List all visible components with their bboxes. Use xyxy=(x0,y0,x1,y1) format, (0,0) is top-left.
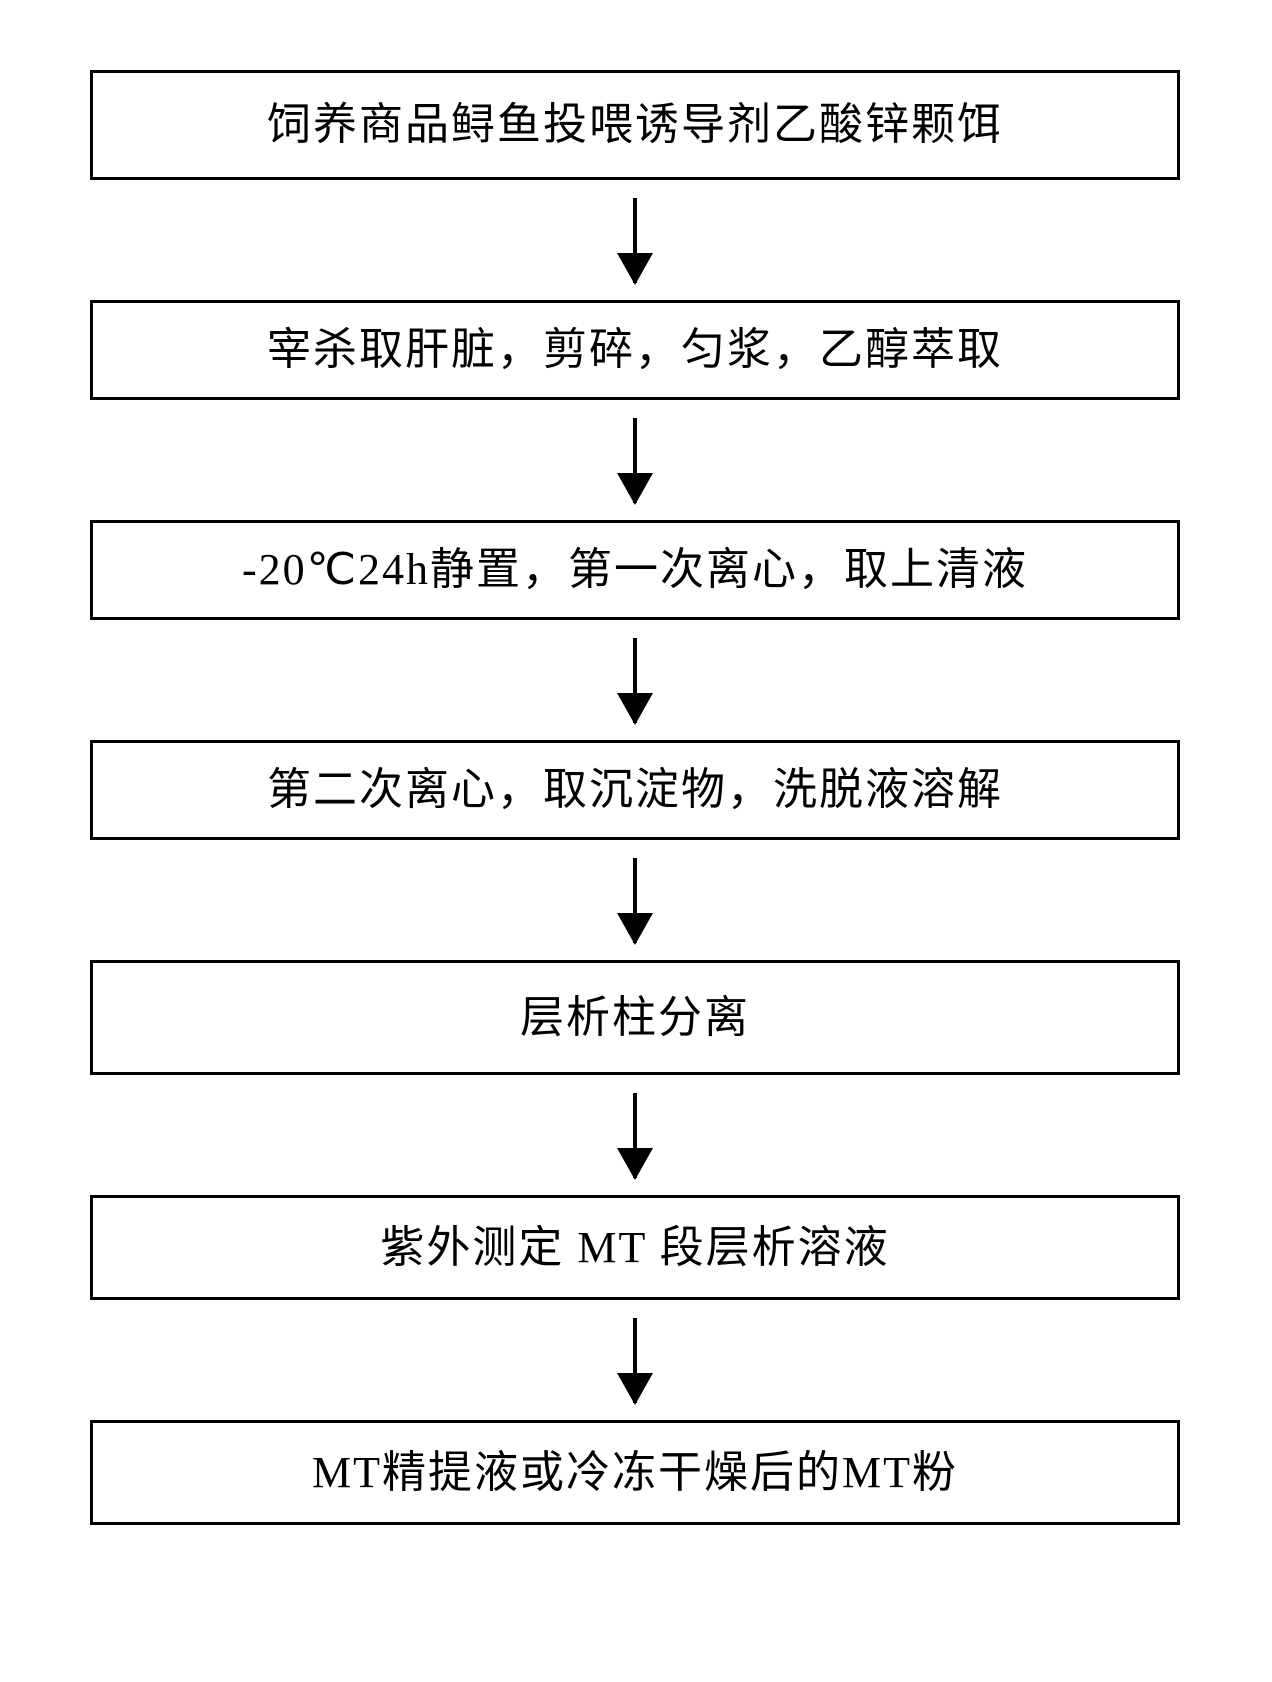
flow-step-1: 饲养商品鲟鱼投喂诱导剂乙酸锌颗饵 xyxy=(90,70,1180,180)
step-label: 层析柱分离 xyxy=(520,989,750,1046)
flowchart-container: 饲养商品鲟鱼投喂诱导剂乙酸锌颗饵 宰杀取肝脏，剪碎，匀浆，乙醇萃取 -20℃24… xyxy=(90,70,1180,1525)
arrow-connector xyxy=(90,620,1180,740)
arrow-head-icon xyxy=(617,693,653,725)
step-label: 紫外测定 MT 段层析溶液 xyxy=(380,1219,889,1276)
arrow-line-icon xyxy=(633,638,637,723)
step-label: 饲养商品鲟鱼投喂诱导剂乙酸锌颗饵 xyxy=(267,96,1003,153)
step-label: 第二次离心，取沉淀物，洗脱液溶解 xyxy=(267,761,1003,818)
flow-step-4: 第二次离心，取沉淀物，洗脱液溶解 xyxy=(90,740,1180,840)
arrow-head-icon xyxy=(617,253,653,285)
arrow-head-icon xyxy=(617,1148,653,1180)
arrow-line-icon xyxy=(633,198,637,283)
flow-step-6: 紫外测定 MT 段层析溶液 xyxy=(90,1195,1180,1300)
arrow-connector xyxy=(90,1075,1180,1195)
arrow-line-icon xyxy=(633,418,637,503)
arrow-head-icon xyxy=(617,473,653,505)
arrow-connector xyxy=(90,400,1180,520)
flow-step-3: -20℃24h静置，第一次离心，取上清液 xyxy=(90,520,1180,620)
arrow-head-icon xyxy=(617,913,653,945)
arrow-connector xyxy=(90,180,1180,300)
step-label: -20℃24h静置，第一次离心，取上清液 xyxy=(242,541,1028,598)
flow-step-7: MT精提液或冷冻干燥后的MT粉 xyxy=(90,1420,1180,1525)
flow-step-5: 层析柱分离 xyxy=(90,960,1180,1075)
arrow-connector xyxy=(90,840,1180,960)
step-label: MT精提液或冷冻干燥后的MT粉 xyxy=(312,1444,958,1501)
step-label: 宰杀取肝脏，剪碎，匀浆，乙醇萃取 xyxy=(267,321,1003,378)
arrow-line-icon xyxy=(633,1318,637,1403)
arrow-line-icon xyxy=(633,1093,637,1178)
flow-step-2: 宰杀取肝脏，剪碎，匀浆，乙醇萃取 xyxy=(90,300,1180,400)
arrow-line-icon xyxy=(633,858,637,943)
arrow-head-icon xyxy=(617,1373,653,1405)
arrow-connector xyxy=(90,1300,1180,1420)
